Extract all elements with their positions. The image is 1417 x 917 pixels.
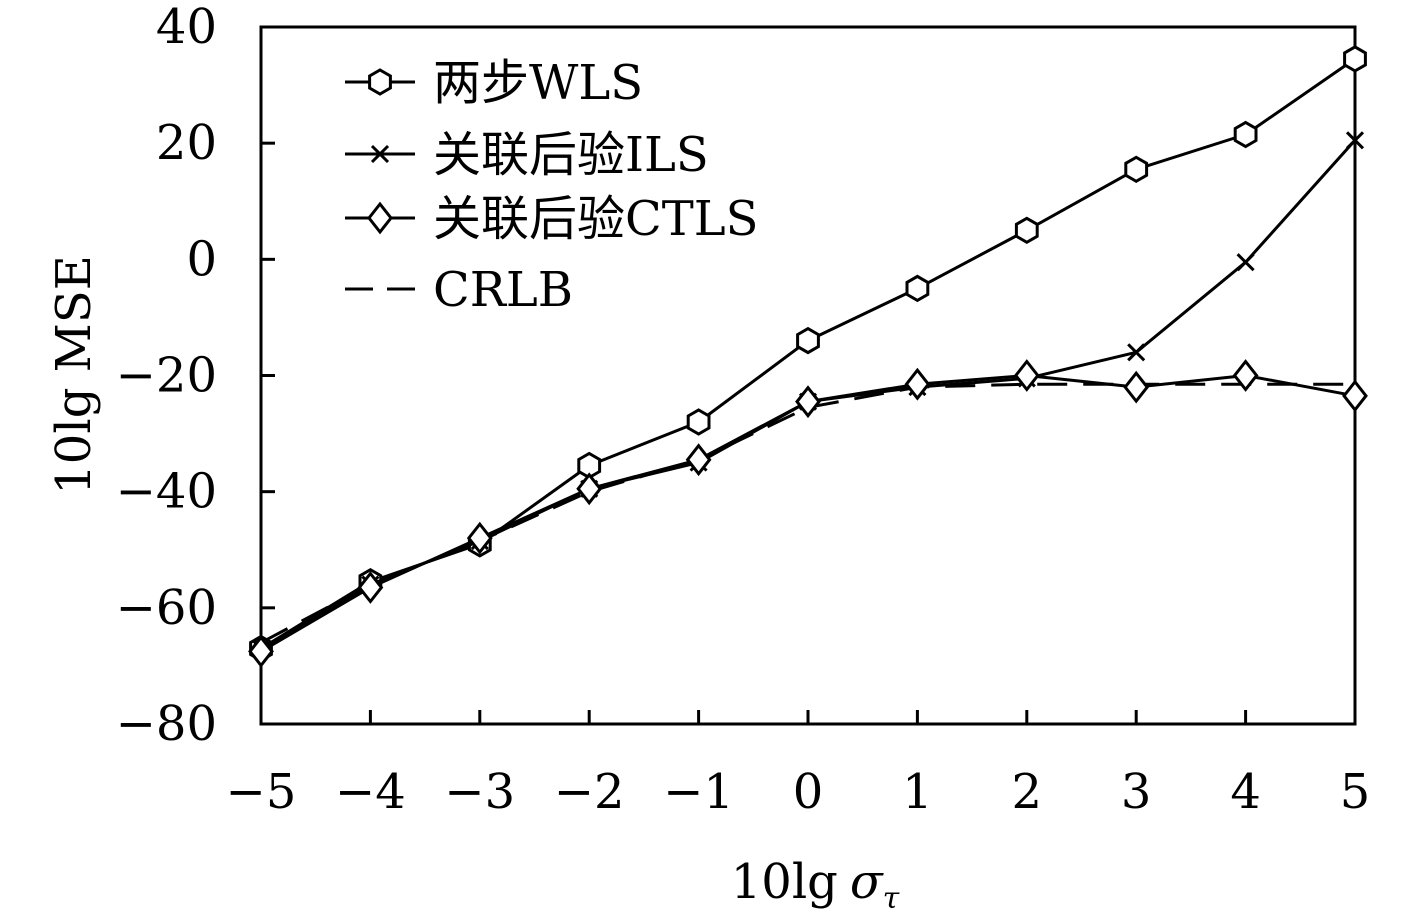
data-point — [1343, 45, 1367, 73]
series — [248, 45, 1368, 668]
x-axis-label-subscript: τ — [883, 881, 900, 916]
series-0 — [249, 45, 1367, 663]
x-axis-label-text: 10lg — [731, 854, 838, 910]
data-point — [248, 634, 274, 668]
x-tick-label: −3 — [444, 764, 515, 820]
data-point — [795, 385, 821, 419]
legend-entry: 关联后验CTLS — [345, 191, 759, 247]
legend-marker — [367, 201, 393, 235]
y-tick-label: −80 — [116, 696, 217, 752]
data-point — [466, 521, 493, 555]
x-tick-label: −5 — [226, 764, 297, 820]
x-axis-label-symbol: σ — [850, 854, 884, 910]
y-tick-label: 0 — [186, 231, 217, 287]
data-point — [1124, 155, 1149, 184]
data-point — [576, 472, 603, 506]
data-point — [1127, 343, 1146, 362]
data-point — [1014, 216, 1039, 245]
data-point — [904, 367, 931, 401]
data-point — [1123, 370, 1150, 404]
data-point-stroke — [1236, 253, 1255, 272]
legend-marker — [368, 68, 392, 96]
legend: 两步WLS 关联后验ILS 关联后验CTLS CRLB — [345, 55, 759, 318]
series-2 — [248, 359, 1368, 668]
x-tick-label: 2 — [1012, 764, 1043, 820]
data-point — [357, 571, 384, 604]
data-point-stroke — [1127, 343, 1146, 362]
legend-label: 关联后验ILS — [433, 127, 709, 183]
x-tick-label: −2 — [554, 764, 625, 820]
y-tick-label: −60 — [116, 580, 217, 636]
legend-label: CRLB — [433, 262, 573, 318]
y-tick-label: 20 — [156, 115, 217, 171]
x-tick-label: 3 — [1121, 764, 1152, 820]
axes — [259, 25, 1357, 726]
data-point — [1013, 359, 1040, 392]
series-3 — [260, 382, 1355, 645]
legend-entry: CRLB — [345, 262, 573, 318]
legend-label: 关联后验CTLS — [433, 191, 759, 247]
x-tick-label: −1 — [663, 764, 734, 820]
y-axis-label: 10lg MSE — [46, 255, 102, 494]
ticks: −5 −4 −3 −2 −1 0 1 2 3 4 5 −80 −60 −40 −20 0 20 40 — [116, 0, 1371, 820]
y-tick-label: −20 — [116, 348, 217, 404]
legend-marker — [370, 144, 390, 164]
data-point — [1345, 131, 1365, 150]
y-tick-label: 40 — [156, 0, 217, 55]
x-tick-label: 4 — [1230, 764, 1261, 820]
data-point — [905, 274, 930, 303]
series-line — [260, 382, 1355, 645]
plot-frame — [259, 25, 1357, 726]
x-tick-label: 0 — [793, 764, 824, 820]
data-point — [1236, 253, 1255, 272]
x-axis-label: 10lg στ — [731, 854, 900, 916]
legend-label: 两步WLS — [433, 55, 643, 111]
legend-marker-stroke — [370, 144, 390, 164]
data-point — [1233, 120, 1258, 149]
x-tick-label: −4 — [335, 764, 406, 820]
data-point — [1342, 379, 1368, 413]
data-point — [1232, 359, 1259, 392]
data-point — [685, 443, 712, 477]
data-point — [686, 408, 711, 436]
y-tick-label: −40 — [116, 464, 217, 520]
x-tick-label: 1 — [902, 764, 933, 820]
legend-entry: 两步WLS — [345, 55, 643, 111]
data-point-stroke — [1345, 131, 1365, 150]
legend-entry: 关联后验ILS — [345, 127, 709, 183]
data-point — [796, 326, 820, 355]
x-tick-label: 5 — [1340, 764, 1371, 820]
